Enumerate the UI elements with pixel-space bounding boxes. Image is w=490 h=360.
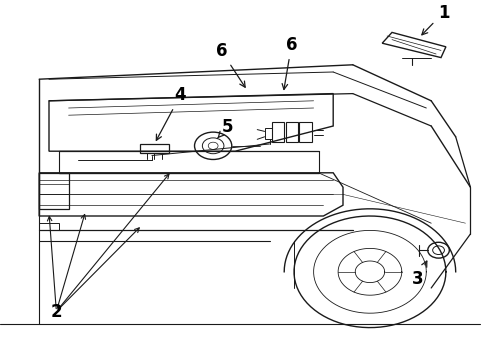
Text: 4: 4 bbox=[156, 86, 186, 140]
Text: 6: 6 bbox=[216, 42, 245, 87]
Text: 5: 5 bbox=[218, 118, 234, 138]
Text: 2: 2 bbox=[50, 303, 62, 321]
Text: 1: 1 bbox=[422, 4, 449, 35]
Text: 3: 3 bbox=[412, 261, 427, 288]
Text: 6: 6 bbox=[282, 36, 297, 90]
